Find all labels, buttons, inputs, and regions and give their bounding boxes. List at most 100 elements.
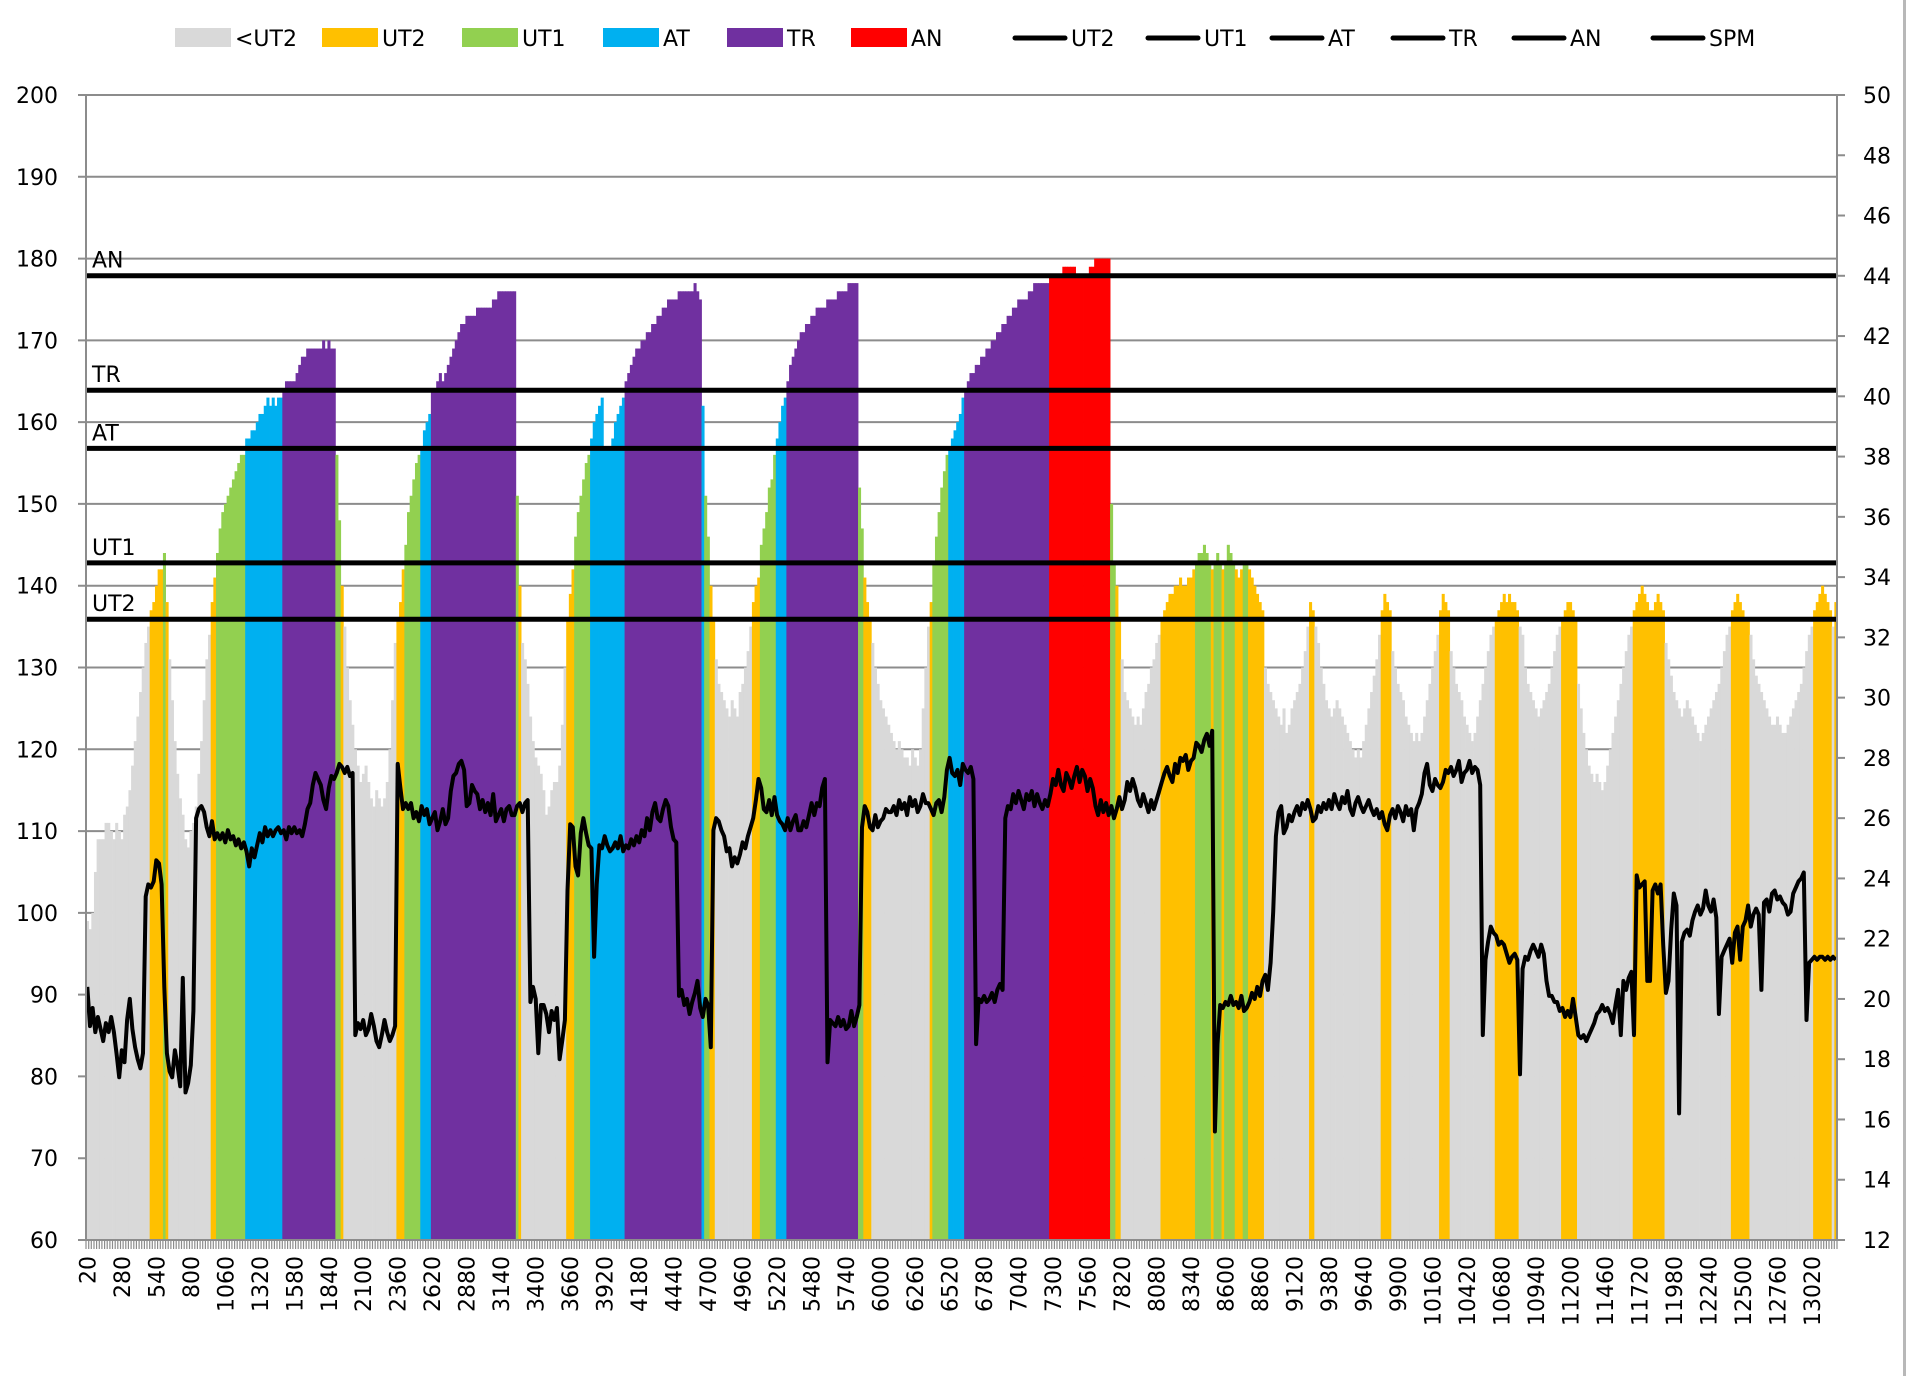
x-tick-label: 2100: [352, 1256, 377, 1312]
hr-bar-ut1: [584, 463, 588, 1240]
hr-bar-ut2: [213, 577, 217, 1240]
hr-bar-tr: [818, 307, 822, 1240]
y2-tick-label: 14: [1863, 1169, 1891, 1194]
hr-bar-ut2: [1818, 593, 1822, 1240]
hr-bar-below-ut2: [1128, 708, 1132, 1240]
legend-swatch-at: [603, 28, 659, 47]
x-tick-label: 8080: [1146, 1256, 1171, 1312]
hr-bar-below-ut2: [1534, 708, 1538, 1240]
hr-bar-ut1: [1232, 561, 1236, 1240]
hr-bar-tr: [436, 381, 440, 1240]
hr-bar-ut1: [407, 512, 411, 1240]
hr-bar-below-ut2: [139, 692, 143, 1240]
hr-bar-an: [1064, 266, 1069, 1240]
hr-bar-ut2: [1189, 577, 1193, 1240]
hr-bar-an: [1096, 258, 1100, 1240]
hr-bar-below-ut2: [1428, 683, 1432, 1240]
hr-bar-tr: [696, 291, 700, 1240]
x-tick-label: 6780: [973, 1256, 998, 1312]
legend-swatch-ut1: [462, 28, 518, 47]
hr-bar-tr: [643, 340, 647, 1240]
hr-bar-tr: [1027, 291, 1031, 1240]
hr-bar-below-ut2: [730, 700, 734, 1240]
hr-bar-ut2: [1171, 593, 1175, 1240]
hr-bar-ut2: [1566, 602, 1570, 1240]
x-tick-label: 11460: [1594, 1256, 1619, 1326]
hr-bar-below-ut2: [1590, 773, 1594, 1240]
y-tick-label: 140: [16, 575, 58, 600]
hr-bar-below-ut2: [881, 708, 885, 1240]
hr-bar-tr: [491, 299, 495, 1241]
hr-bar-ut2: [1738, 602, 1742, 1240]
hr-bar-below-ut2: [1391, 651, 1395, 1240]
hr-bar-below-ut2: [1303, 651, 1307, 1240]
hr-bar-ut1: [579, 495, 583, 1240]
hr-bar-below-ut2: [1470, 741, 1474, 1240]
hr-bar-ut2: [1744, 618, 1748, 1240]
hr-bar-below-ut2: [1433, 651, 1437, 1240]
hr-bar-ut1: [582, 479, 586, 1240]
hr-bar-ut2: [757, 577, 761, 1240]
hr-bar-at: [422, 430, 426, 1240]
hr-bar-ut2: [1638, 593, 1642, 1240]
hr-bar-ut2: [154, 585, 159, 1240]
hr-bar-ut2: [1165, 602, 1169, 1240]
hr-bar-ut2: [1388, 610, 1392, 1240]
hr-bar-below-ut2: [924, 667, 928, 1240]
hr-bar-ut1: [1229, 553, 1233, 1240]
hr-bar-tr: [664, 307, 668, 1240]
y-tick-label: 170: [16, 329, 58, 354]
hr-bar-tr: [698, 299, 702, 1241]
hr-bar-ut2: [165, 602, 169, 1240]
hr-bar-tr: [799, 332, 803, 1240]
hr-bar-ut1: [770, 479, 774, 1240]
hr-bar-below-ut2: [1324, 700, 1329, 1240]
hr-bar-ut2: [1640, 585, 1644, 1240]
y2-tick-label: 36: [1863, 506, 1891, 531]
hr-bar-ut1: [937, 512, 941, 1240]
hr-bar-at: [953, 430, 957, 1240]
hr-bar-tr: [1035, 283, 1039, 1240]
hr-bar-ut2: [1311, 610, 1315, 1240]
hr-bar-below-ut2: [1367, 708, 1371, 1240]
hr-bar-at: [274, 405, 278, 1240]
hr-bar-an: [1094, 258, 1098, 1240]
hr-bar-tr: [820, 307, 824, 1240]
hr-bar-tr: [316, 348, 320, 1240]
hr-bar-at: [250, 430, 254, 1240]
hr-bar-below-ut2: [1614, 716, 1618, 1240]
legend-label: UT2: [1071, 27, 1115, 52]
hr-bar-tr: [1019, 299, 1023, 1241]
hr-bar-tr: [1001, 324, 1005, 1240]
hr-bar-tr: [306, 348, 310, 1240]
hr-bar-at: [428, 413, 432, 1241]
y2-tick-label: 32: [1863, 626, 1891, 651]
hr-bar-below-ut2: [1622, 667, 1626, 1240]
hr-bar-ut2: [1187, 577, 1191, 1240]
hr-bar-ut2: [1826, 602, 1830, 1240]
hr-bar-ut2: [1385, 602, 1390, 1240]
hr-bar-below-ut2: [1157, 634, 1161, 1240]
hr-bar-ut2: [1250, 577, 1254, 1240]
hr-bar-below-ut2: [1762, 700, 1766, 1240]
hr-bar-ut1: [1200, 553, 1204, 1240]
x-tick-label: 1580: [283, 1256, 308, 1312]
hr-bar-below-ut2: [1693, 724, 1697, 1240]
hr-bar-tr: [295, 373, 299, 1240]
hr-bar-an: [1062, 266, 1066, 1240]
hr-bar-tr: [974, 364, 978, 1240]
hr-bar-tr: [651, 324, 655, 1240]
hr-bar-ut2: [1237, 577, 1241, 1240]
spm-series: [85, 728, 1838, 1134]
hr-bar-tr: [1003, 324, 1007, 1240]
hr-bar-below-ut2: [1277, 716, 1281, 1240]
hr-bar-tr: [828, 299, 832, 1241]
hr-bar-ut2: [1439, 610, 1443, 1240]
x-tick-label: 12500: [1732, 1256, 1757, 1326]
hr-bar-below-ut2: [1577, 683, 1581, 1240]
hr-bar-below-ut2: [1672, 692, 1676, 1240]
y2-tick-label: 42: [1863, 325, 1891, 350]
hr-bar-tr: [438, 373, 442, 1240]
hr-bar-tr: [677, 291, 681, 1240]
hr-bar-below-ut2: [1131, 716, 1135, 1240]
